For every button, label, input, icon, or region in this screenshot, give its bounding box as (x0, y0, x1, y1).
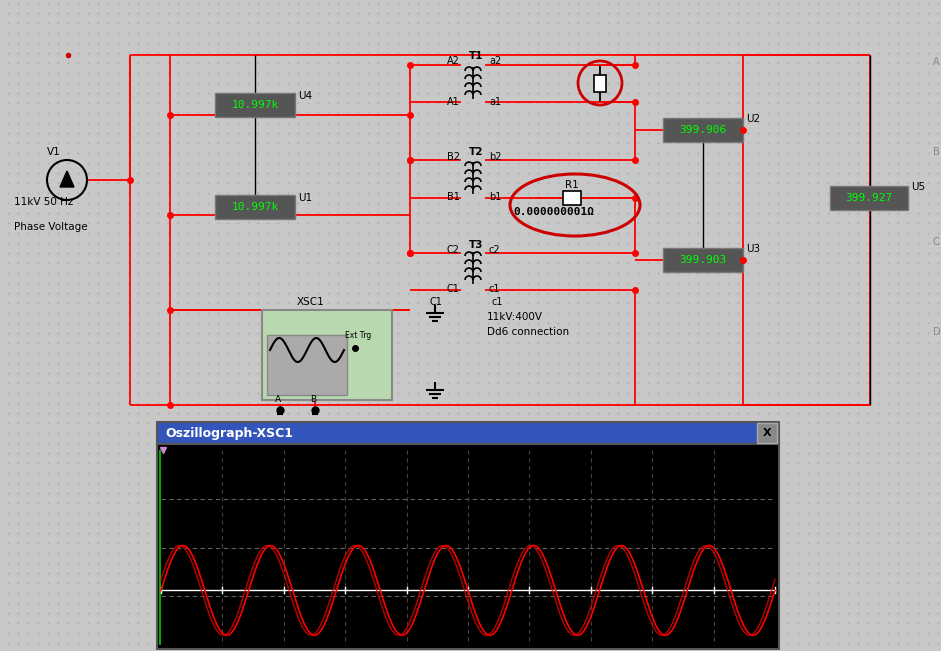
Text: U2: U2 (746, 114, 760, 124)
Text: C: C (933, 237, 940, 247)
Text: T3: T3 (469, 240, 484, 250)
Text: U3: U3 (746, 244, 760, 254)
Bar (157, 444, 779, 649)
Bar (830, 186, 908, 210)
Text: Dd6 connection: Dd6 connection (487, 327, 569, 337)
Text: a2: a2 (489, 56, 502, 66)
Text: 0.000000001Ω: 0.000000001Ω (513, 207, 594, 217)
Text: c1: c1 (492, 297, 503, 307)
Text: B2: B2 (447, 152, 460, 162)
Text: C2: C2 (447, 245, 460, 255)
Text: XSC1: XSC1 (297, 297, 325, 307)
Text: 399.927: 399.927 (845, 193, 893, 203)
Bar (215, 93, 295, 117)
Text: 10.997k: 10.997k (231, 100, 279, 110)
Text: U5: U5 (911, 182, 925, 192)
Bar (663, 118, 743, 142)
Text: 11kV 50 Hz: 11kV 50 Hz (14, 197, 73, 207)
Text: D: D (933, 327, 941, 337)
Text: A1: A1 (447, 97, 460, 107)
Text: Oszillograph-XSC1: Oszillograph-XSC1 (165, 426, 293, 439)
Text: B: B (933, 147, 940, 157)
Bar (262, 310, 392, 400)
Text: V1: V1 (47, 147, 61, 157)
Text: a1: a1 (489, 97, 502, 107)
Text: 399.906: 399.906 (679, 125, 726, 135)
Polygon shape (60, 171, 74, 187)
Text: 399.903: 399.903 (679, 255, 726, 265)
Bar (563, 191, 581, 205)
Text: A: A (933, 57, 940, 67)
Text: 10.997k: 10.997k (231, 202, 279, 212)
Bar (267, 335, 347, 395)
Text: b1: b1 (489, 192, 502, 202)
Bar (594, 75, 606, 92)
Text: Phase Voltage: Phase Voltage (14, 222, 88, 232)
Text: C1: C1 (430, 297, 443, 307)
Text: T1: T1 (469, 51, 484, 61)
Text: Ext Trg: Ext Trg (345, 331, 372, 340)
Bar (663, 248, 743, 272)
Text: A2: A2 (447, 56, 460, 66)
Text: c1: c1 (489, 284, 501, 294)
Text: B: B (310, 395, 316, 404)
Text: b2: b2 (489, 152, 502, 162)
Text: T2: T2 (469, 147, 484, 157)
Text: R1: R1 (565, 180, 579, 190)
Bar (215, 195, 295, 219)
Text: U1: U1 (298, 193, 312, 203)
Text: B1: B1 (447, 192, 460, 202)
Text: C1: C1 (447, 284, 460, 294)
Text: X: X (763, 428, 772, 438)
Bar (757, 423, 777, 443)
Text: c2: c2 (489, 245, 501, 255)
Text: A: A (275, 395, 281, 404)
Bar (157, 422, 779, 444)
Text: 11kV:400V: 11kV:400V (487, 312, 543, 322)
Text: U4: U4 (298, 91, 312, 101)
